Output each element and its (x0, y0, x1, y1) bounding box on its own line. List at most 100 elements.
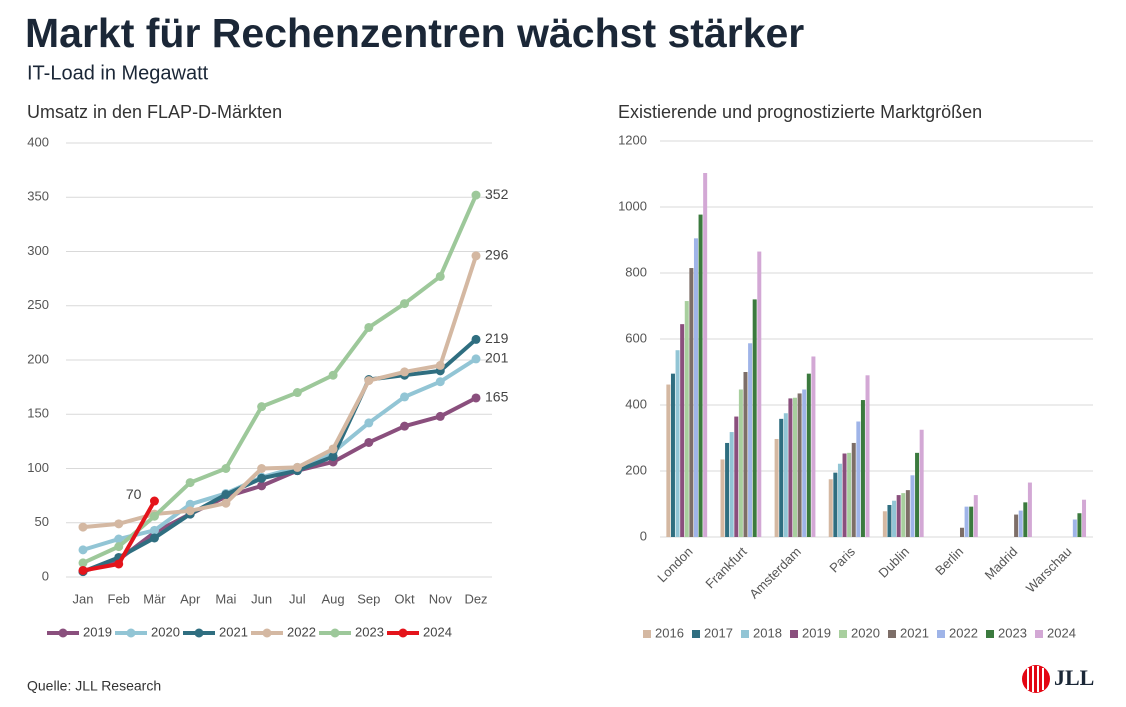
bar (828, 479, 833, 537)
point (364, 418, 374, 428)
point (471, 354, 481, 364)
bar (666, 384, 671, 537)
legend-label: 2018 (753, 625, 782, 640)
bar (793, 397, 798, 537)
x-tick-label: Aug (322, 591, 345, 606)
bar (779, 418, 784, 537)
legend-swatch (986, 630, 994, 638)
x-tick-label: Jun (251, 591, 272, 606)
legend-marker (398, 628, 408, 638)
point (221, 464, 231, 473)
y-tick-label: 0 (640, 528, 647, 543)
bar (833, 472, 838, 537)
point (435, 271, 445, 281)
bar (973, 495, 978, 537)
point (328, 370, 338, 380)
y-tick-label: 400 (27, 134, 49, 149)
bar (1082, 499, 1087, 537)
y-tick-label: 800 (625, 264, 647, 279)
bar (851, 442, 856, 537)
y-tick-label: 200 (27, 351, 49, 366)
bar (905, 490, 910, 537)
legend-label: 2021 (900, 625, 929, 640)
bar (802, 389, 807, 537)
legend-marker (58, 628, 68, 638)
point (78, 522, 88, 532)
point (185, 478, 195, 488)
line (82, 357, 478, 552)
point (400, 392, 410, 402)
bar (675, 350, 680, 537)
point (364, 322, 374, 332)
bar (738, 389, 743, 537)
bar (887, 504, 892, 537)
line (82, 396, 477, 574)
point (149, 525, 159, 535)
bar (788, 398, 793, 537)
bar (842, 453, 847, 537)
bar (896, 495, 901, 537)
line (82, 337, 478, 574)
legend-swatch (692, 630, 700, 638)
bar (919, 429, 924, 537)
bar (959, 527, 964, 537)
subtitle: IT-Load in Megawatt (27, 62, 209, 84)
bar (860, 400, 865, 537)
bar (856, 421, 861, 537)
point (400, 367, 410, 377)
x-tick-label: Mär (143, 591, 166, 606)
x-tick-label: Jan (73, 591, 94, 606)
bar (915, 452, 920, 537)
legend-marker (330, 628, 340, 638)
point (400, 299, 410, 309)
bar (1027, 482, 1032, 537)
x-tick-label: Mai (215, 591, 236, 606)
point (78, 565, 88, 575)
bar (901, 493, 906, 537)
legend-swatch (790, 630, 798, 638)
x-tick-label: Sep (357, 591, 380, 606)
y-tick-label: 250 (27, 297, 49, 312)
bar (892, 500, 897, 537)
point (364, 376, 374, 386)
legend-swatch (839, 630, 847, 638)
bar (865, 375, 870, 537)
y-tick-label: 0 (42, 568, 49, 583)
point (114, 519, 124, 529)
legend-label: 2019 (83, 624, 112, 639)
logo-text: JLL (1054, 665, 1094, 690)
legend-label: 2020 (851, 625, 880, 640)
point (435, 360, 445, 370)
bar (783, 413, 788, 537)
bar (720, 459, 725, 537)
bar (734, 416, 739, 537)
point (114, 542, 124, 552)
point (257, 402, 267, 412)
point (257, 464, 267, 473)
point (435, 411, 445, 421)
chart-title: Umsatz in den FLAP-D-Märkten (27, 102, 282, 122)
point (149, 496, 159, 506)
bar (882, 511, 887, 537)
title: Markt für Rechenzentren wächst stärker (25, 10, 804, 56)
y-tick-label: 200 (625, 462, 647, 477)
legend-label: 2017 (704, 625, 733, 640)
point (471, 334, 481, 344)
point (257, 473, 267, 483)
y-tick-label: 150 (27, 406, 49, 421)
bar (729, 432, 734, 537)
point (292, 462, 302, 472)
point (257, 481, 267, 491)
x-tick-label: London (654, 544, 695, 585)
bar (837, 463, 842, 537)
x-tick-label: Frankfurt (702, 544, 750, 592)
y-tick-label: 1200 (618, 132, 647, 147)
point (471, 251, 481, 261)
bar (847, 452, 852, 537)
bar (743, 372, 748, 537)
bar (725, 442, 730, 537)
x-tick-label: Feb (108, 591, 130, 606)
y-tick-label: 100 (27, 460, 49, 475)
legend-swatch (937, 630, 945, 638)
